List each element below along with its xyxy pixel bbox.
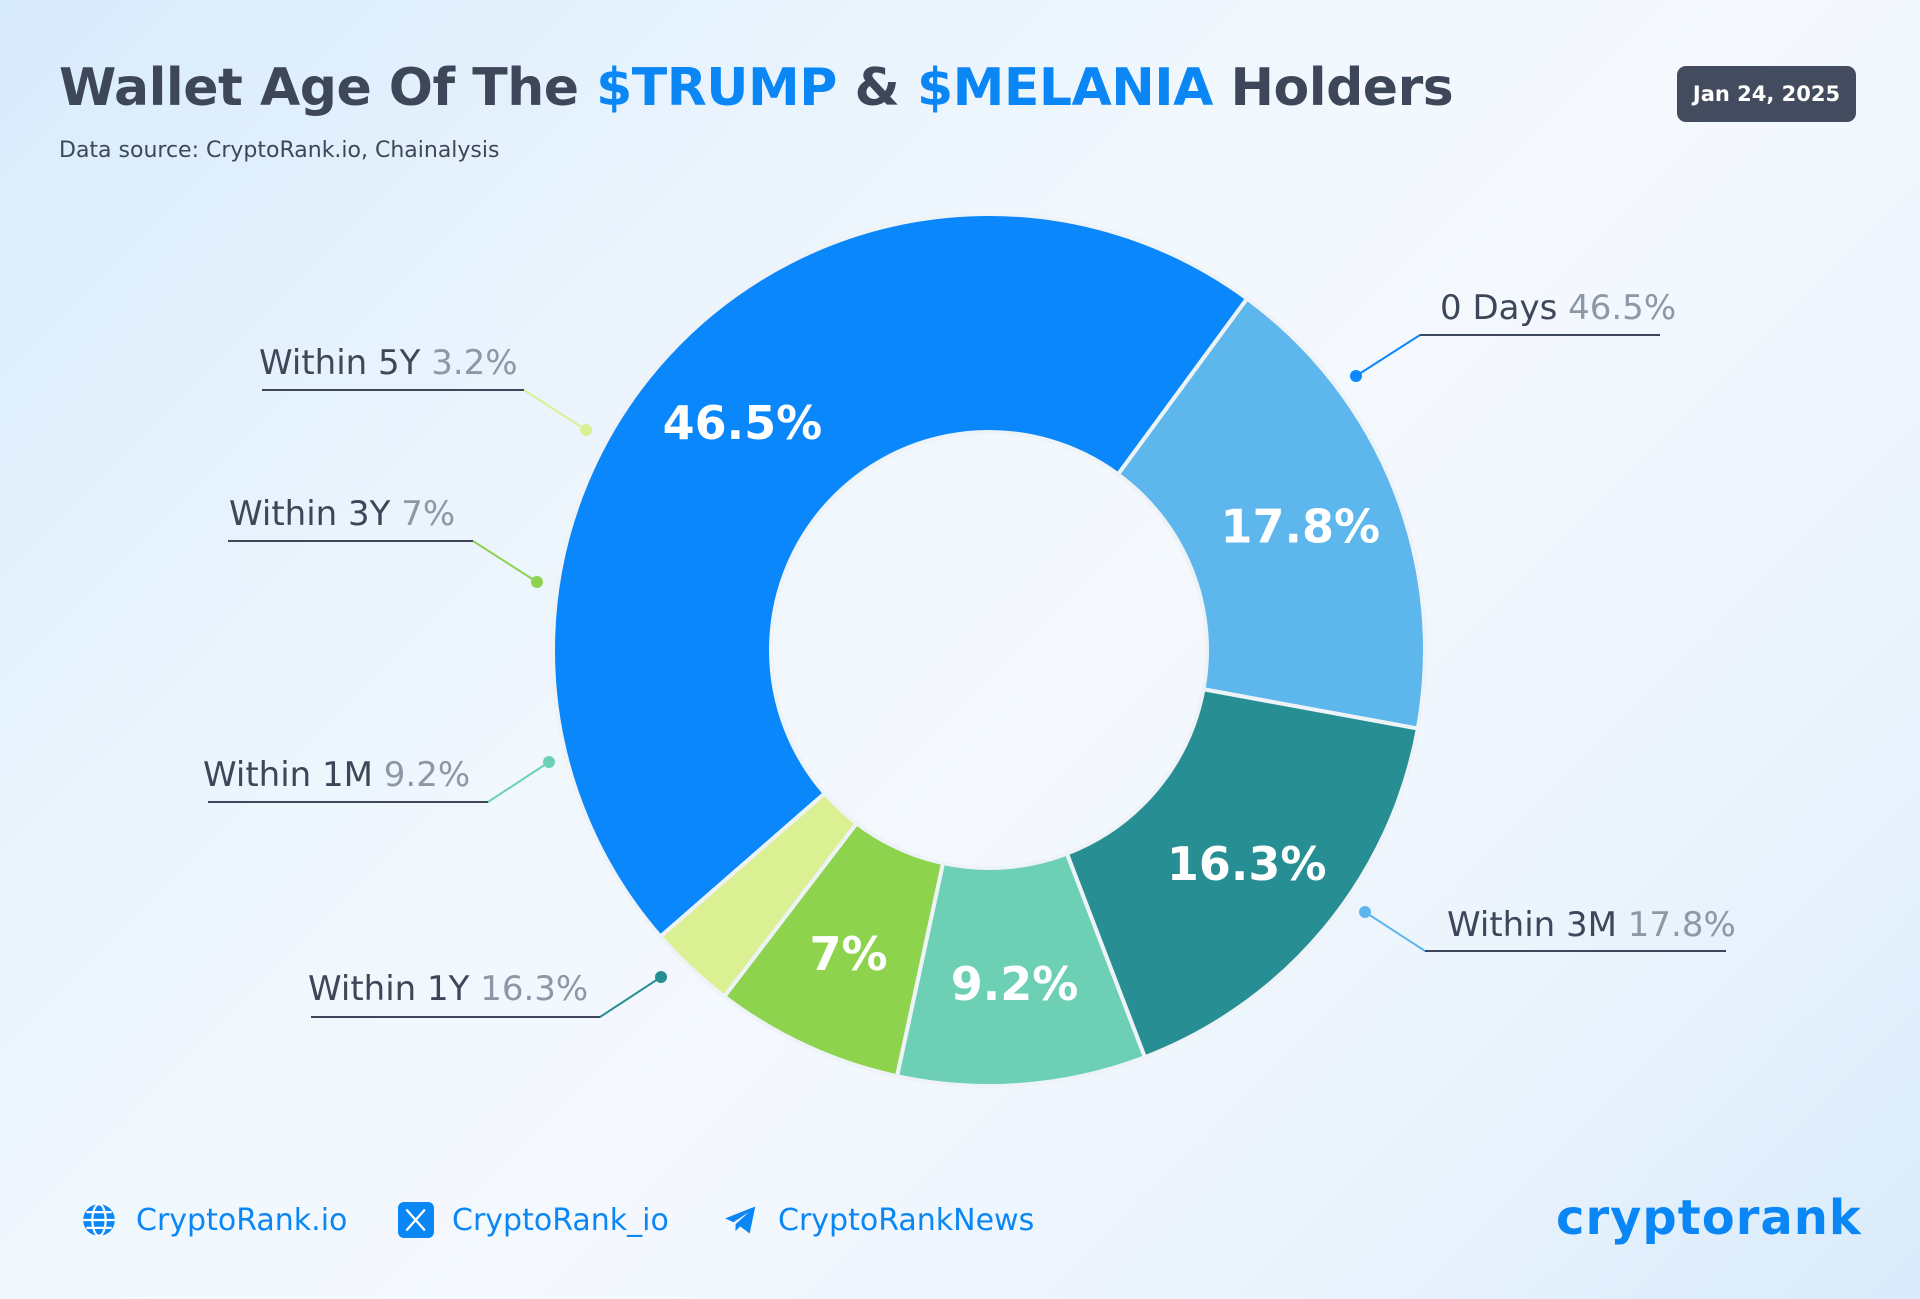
legend-name-0-days: 0 Days — [1440, 288, 1568, 328]
legend-value-within-1y: 16.3% — [480, 969, 588, 1009]
callout-line-within-5y — [262, 389, 587, 431]
footer-link-x[interactable]: CryptoRank_io — [398, 1198, 669, 1242]
globe-icon — [80, 1201, 118, 1239]
legend-entry-within-1y: Within 1Y 16.3% — [308, 969, 588, 1009]
title-part-3: Holders — [1212, 58, 1454, 118]
slice-0-days — [551, 211, 1250, 939]
legend-entry-within-3y: Within 3Y 7% — [229, 494, 455, 534]
legend-value-within-3y: 7% — [401, 494, 455, 534]
title-part-1: Wallet Age Of The — [59, 58, 597, 118]
legend-name-within-1y: Within 1Y — [308, 969, 480, 1009]
legend-value-within-5y: 3.2% — [431, 343, 517, 383]
footer-link-telegram-label: CryptoRankNews — [778, 1202, 1035, 1238]
legend-entry-within-3m: Within 3M 17.8% — [1447, 905, 1736, 945]
footer-link-website[interactable]: CryptoRank.io — [80, 1198, 347, 1242]
legend-value-within-3m: 17.8% — [1628, 905, 1736, 945]
legend-name-within-5y: Within 5Y — [259, 343, 431, 383]
legend-name-within-3y: Within 3Y — [229, 494, 401, 534]
x-logo-icon — [398, 1202, 434, 1238]
legend-name-within-1m: Within 1M — [203, 755, 384, 795]
slice-within-1y — [1064, 687, 1420, 1060]
chart-title: Wallet Age Of The $TRUMP & $MELANIA Hold… — [59, 58, 1454, 118]
slice-label-within-3y: 7% — [810, 927, 888, 981]
legend-name-within-3m: Within 3M — [1447, 905, 1628, 945]
footer-link-x-label: CryptoRank_io — [452, 1202, 669, 1238]
slice-label-within-1m: 9.2% — [951, 957, 1079, 1011]
date-badge: Jan 24, 2025 — [1677, 66, 1856, 122]
telegram-icon — [722, 1201, 760, 1239]
callout-line-0-days — [1355, 334, 1660, 377]
brand-logo: cryptorank — [1556, 1190, 1862, 1246]
callout-line-within-3y — [228, 540, 538, 583]
title-part-2: & — [836, 58, 917, 118]
title-trump: $TRUMP — [596, 58, 837, 118]
slice-within-3m — [1116, 296, 1427, 731]
legend-entry-within-1m: Within 1M 9.2% — [203, 755, 470, 795]
slice-label-within-3m: 17.8% — [1221, 499, 1381, 553]
legend-entry-0-days: 0 Days 46.5% — [1440, 288, 1676, 328]
legend-entry-within-5y: Within 5Y 3.2% — [259, 343, 518, 383]
slice-within-5y — [658, 791, 859, 999]
title-melania: $MELANIA — [916, 58, 1213, 118]
legend-value-0-days: 46.5% — [1568, 288, 1676, 328]
chart-slice-labels: 46.5% 17.8% 16.3% 9.2% 7% — [663, 396, 1381, 1011]
slice-label-0-days: 46.5% — [663, 396, 823, 450]
footer-link-website-label: CryptoRank.io — [136, 1202, 348, 1238]
legend-value-within-1m: 9.2% — [384, 755, 470, 795]
data-source: Data source: CryptoRank.io, Chainalysis — [59, 138, 500, 163]
slice-label-within-1y: 16.3% — [1167, 837, 1327, 891]
footer-link-telegram[interactable]: CryptoRankNews — [722, 1198, 1034, 1242]
chart-slices — [551, 211, 1427, 1088]
chart-callouts: 0 Days 46.5% Within 3M 17.8% Within 1Y 16.… — [203, 288, 1736, 1018]
